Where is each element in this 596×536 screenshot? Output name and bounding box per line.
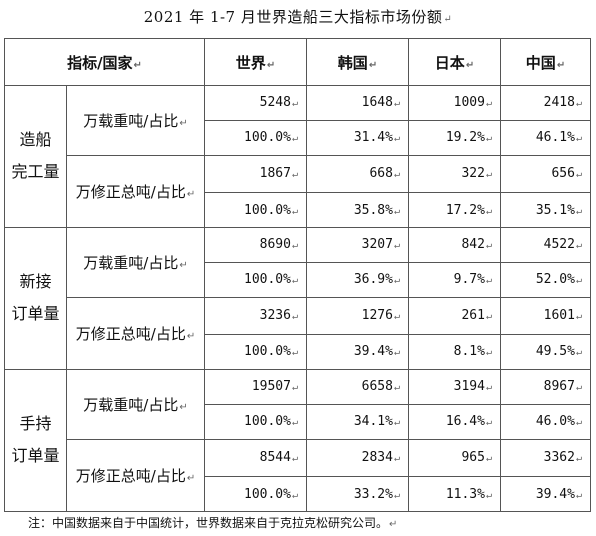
table-body: 造船 完工量 万载重吨/占比↵ 5248↵ 1648↵ 1009↵ 2418↵ 100.0%↵… [4,85,591,513]
value-cell-korea-abs: 6658↵ [306,368,409,405]
value-cell-china-abs: 656↵ [500,154,591,194]
table-title-text: 2021 年 1-7 月世界造船三大指标市场份额 [143,8,443,26]
value-cell-korea-abs: 2834↵ [306,438,409,478]
value-cell-korea-pct: 31.4%↵ [306,119,409,156]
table-title: 2021 年 1-7 月世界造船三大指标市场份额↵ [0,6,596,27]
table-row: 100.0%↵ 39.4%↵ 8.1%↵ 49.5%↵ [5,334,591,370]
value-cell-world-abs: 8690↵ [204,226,307,263]
paragraph-mark-icon: ↵ [443,14,453,25]
header-indicator-country: 指标/国家↵ [4,38,205,86]
metric-label-cell: 万修正总吨/占比↵ [66,438,205,513]
value-cell-japan-pct: 8.1%↵ [408,334,501,370]
value-cell-world-pct: 100.0%↵ [204,334,307,370]
value-cell-korea-abs: 3207↵ [306,226,409,263]
table-row: 万修正总吨/占比↵ 8544↵ 2834↵ 965↵ 3362↵ [5,438,591,513]
group-label-cell: 新接 订单量 [4,226,67,370]
value-cell-china-pct: 35.1%↵ [500,192,591,228]
value-cell-china-pct: 52.0%↵ [500,261,591,298]
header-row: 指标/国家↵ 世界↵ 韩国↵ 日本↵ 中国↵ [4,38,591,86]
footnote: 注：中国数据来自于中国统计，世界数据来自于克拉克松研究公司。↵ [28,516,398,530]
value-cell-world-abs: 19507↵ [204,368,307,405]
table-row: 造船完工量 万载重吨/占比↵ 5248↵ 1648↵ 1009↵ 2418↵ [4,85,591,228]
shipbuilding-market-share-table: 指标/国家↵ 世界↵ 韩国↵ 日本↵ 中国↵ 造船 完工量 万载重吨/占比↵ 5248… [4,38,591,513]
value-cell-korea-abs: 668↵ [306,154,409,194]
group-label-line1: 手持 [19,414,52,434]
table-row: 新接订单量 万载重吨/占比↵ 8690↵ 3207↵ 842↵ 4522↵ [4,226,591,370]
value-cell-china-pct: 46.1%↵ [500,119,591,156]
metric-label-cell: 万修正总吨/占比↵ [66,154,205,228]
value-cell-japan-abs: 842↵ [408,226,501,263]
value-cell-china-pct: 39.4%↵ [500,476,591,512]
header-japan: 日本↵ [408,38,501,86]
value-cell-japan-pct: 11.3%↵ [408,476,501,512]
header-world: 世界↵ [204,38,307,86]
value-cell-korea-abs: 1276↵ [306,296,409,336]
group-label-cell: 手持 订单量 [4,368,67,513]
value-cell-korea-pct: 35.8%↵ [306,192,409,228]
value-cell-japan-pct: 19.2%↵ [408,119,501,156]
value-cell-world-abs: 1867↵ [204,154,307,194]
group-label-line2: 订单量 [11,446,60,466]
value-cell-korea-pct: 36.9%↵ [306,261,409,298]
metric-label-cell: 万载重吨/占比↵ [66,368,205,440]
value-cell-china-abs: 4522↵ [500,226,591,263]
metric-label-cell: 万载重吨/占比↵ [66,226,205,298]
group-label-line1: 新接 [19,272,52,292]
value-cell-japan-pct: 17.2%↵ [408,192,501,228]
value-cell-world-pct: 100.0%↵ [204,192,307,228]
value-cell-china-abs: 8967↵ [500,368,591,405]
table-row: 100.0%↵ 31.4%↵ 19.2%↵ 46.1%↵ [5,119,591,156]
value-cell-japan-abs: 322↵ [408,154,501,194]
value-cell-world-pct: 100.0%↵ [204,261,307,298]
value-cell-japan-abs: 3194↵ [408,368,501,405]
header-korea: 韩国↵ [306,38,409,86]
group-label-cell: 造船 完工量 [4,85,67,228]
value-cell-korea-pct: 33.2%↵ [306,476,409,512]
metric-label-cell: 万载重吨/占比↵ [66,85,205,156]
group-label-line1: 造船 [19,130,52,150]
value-cell-china-pct: 46.0%↵ [500,403,591,440]
table-row: 万修正总吨/占比↵ 1867↵ 668↵ 322↵ 656↵ [5,154,591,228]
value-cell-korea-pct: 39.4%↵ [306,334,409,370]
value-cell-world-abs: 5248↵ [204,85,307,121]
table-row: 100.0%↵ 36.9%↵ 9.7%↵ 52.0%↵ [5,261,591,298]
metric-label-cell: 万修正总吨/占比↵ [66,296,205,370]
value-cell-world-pct: 100.0%↵ [204,403,307,440]
value-cell-china-abs: 2418↵ [500,85,591,121]
value-cell-world-abs: 3236↵ [204,296,307,336]
value-cell-japan-abs: 965↵ [408,438,501,478]
table-row: 手持订单量 万载重吨/占比↵ 19507↵ 6658↵ 3194↵ 8967↵ [4,368,591,513]
group-label-line2: 订单量 [11,304,60,324]
value-cell-world-pct: 100.0%↵ [204,119,307,156]
value-cell-china-abs: 3362↵ [500,438,591,478]
value-cell-japan-pct: 16.4%↵ [408,403,501,440]
value-cell-world-pct: 100.0%↵ [204,476,307,512]
table-row: 100.0%↵ 34.1%↵ 16.4%↵ 46.0%↵ [5,403,591,440]
value-cell-korea-abs: 1648↵ [306,85,409,121]
table-row: 万修正总吨/占比↵ 3236↵ 1276↵ 261↵ 1601↵ [5,296,591,370]
value-cell-japan-abs: 261↵ [408,296,501,336]
header-china: 中国↵ [500,38,591,86]
value-cell-japan-pct: 9.7%↵ [408,261,501,298]
group-label-line2: 完工量 [11,162,60,182]
value-cell-china-pct: 49.5%↵ [500,334,591,370]
value-cell-japan-abs: 1009↵ [408,85,501,121]
value-cell-china-abs: 1601↵ [500,296,591,336]
table-row: 100.0%↵ 33.2%↵ 11.3%↵ 39.4%↵ [5,476,591,512]
value-cell-world-abs: 8544↵ [204,438,307,478]
value-cell-korea-pct: 34.1%↵ [306,403,409,440]
